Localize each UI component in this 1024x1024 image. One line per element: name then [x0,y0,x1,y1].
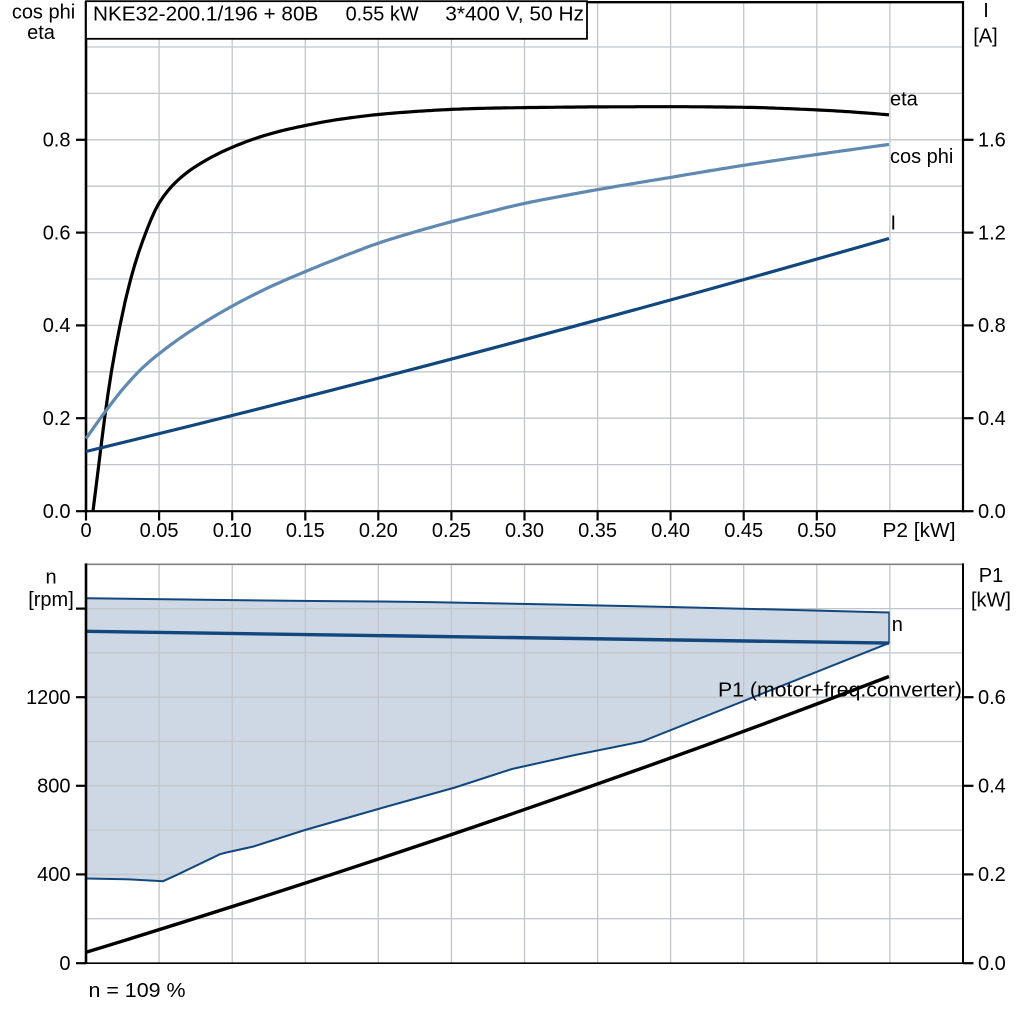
svg-text:1.6: 1.6 [978,130,1006,152]
svg-text:0.15: 0.15 [286,520,325,542]
svg-text:0.4: 0.4 [978,408,1006,430]
svg-text:800: 800 [37,776,70,798]
svg-text:0.2: 0.2 [978,864,1006,886]
svg-text:0.4: 0.4 [43,315,71,337]
svg-text:eta: eta [890,89,919,111]
svg-text:P1 (motor+freq.converter): P1 (motor+freq.converter) [718,680,962,702]
svg-text:P1: P1 [979,565,1003,587]
svg-text:0.50: 0.50 [797,520,836,542]
svg-text:0.55 kW: 0.55 kW [346,4,419,26]
svg-text:0.0: 0.0 [978,501,1006,523]
svg-text:cos phi: cos phi [12,2,75,24]
svg-text:0.8: 0.8 [43,130,71,152]
svg-text:0.45: 0.45 [724,520,763,542]
svg-text:NKE32-200.1/196 + 80B: NKE32-200.1/196 + 80B [93,4,318,26]
svg-text:0.05: 0.05 [140,520,179,542]
svg-text:P2 [kW]: P2 [kW] [883,520,956,542]
svg-text:0: 0 [59,953,70,975]
svg-text:0.30: 0.30 [505,520,544,542]
svg-text:3*400 V, 50 Hz: 3*400 V, 50 Hz [445,4,584,26]
svg-text:0.6: 0.6 [978,687,1006,709]
svg-text:cos phi: cos phi [890,146,953,168]
svg-text:n: n [892,614,903,636]
svg-text:0.25: 0.25 [432,520,471,542]
svg-text:[A]: [A] [973,25,997,47]
svg-text:[kW]: [kW] [971,590,1011,612]
svg-text:n: n [45,566,56,588]
svg-text:0.2: 0.2 [43,408,71,430]
svg-text:eta: eta [27,22,56,44]
svg-text:[rpm]: [rpm] [28,589,74,611]
svg-text:I: I [983,0,989,22]
svg-text:0.4: 0.4 [978,776,1006,798]
svg-text:0.8: 0.8 [978,315,1006,337]
svg-text:0.0: 0.0 [43,501,71,523]
svg-text:I: I [891,213,897,235]
svg-text:1.2: 1.2 [978,222,1006,244]
svg-text:0.6: 0.6 [43,222,71,244]
svg-text:0.10: 0.10 [213,520,252,542]
svg-text:0.40: 0.40 [651,520,690,542]
svg-text:0: 0 [80,520,91,542]
svg-text:0.35: 0.35 [578,520,617,542]
svg-text:1200: 1200 [26,687,71,709]
svg-text:400: 400 [37,864,70,886]
svg-text:0.20: 0.20 [359,520,398,542]
svg-text:n = 109 %: n = 109 % [89,980,186,1002]
svg-text:0.0: 0.0 [978,953,1006,975]
